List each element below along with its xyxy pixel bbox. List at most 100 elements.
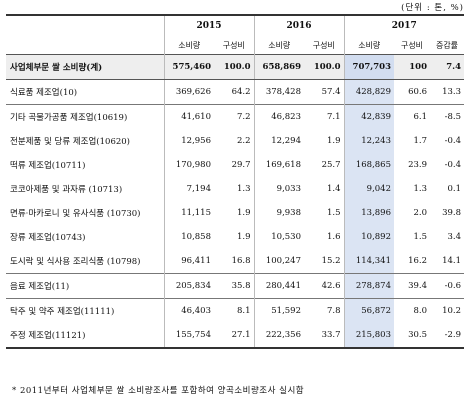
consumption-2017: 215,803 (343, 323, 394, 349)
share-2015: 1.9 (236, 232, 251, 242)
row-label: 탁주 및 약주 제조업(11111) (6, 298, 164, 323)
consumption-2016: 51,592 (253, 298, 304, 323)
table-row: 기타 곡물가공품 제조업(10619) 41,610 7.2 46,823 7.… (6, 104, 465, 129)
consumption-2015: 11,115 (163, 201, 214, 225)
share-2017: 30.5 (394, 323, 430, 349)
change-2017: 13.3 (442, 87, 462, 97)
consumption-2015: 41,610 (163, 104, 214, 129)
consumption-2017: 10,892 (343, 225, 394, 249)
share-2016: 7.8 (304, 298, 344, 323)
share-2017: 1.3 (413, 184, 427, 194)
table-row-total: 사업체부문 쌀 소비량(계) 575,460 100.0 658,869 100… (6, 54, 465, 80)
share-2016-header: 구성비 (304, 36, 344, 55)
consumption-2016: 658,869 (253, 54, 304, 80)
consumption-2017: 13,896 (343, 201, 394, 225)
consumption-2017-header: 소비량 (343, 36, 394, 55)
consumption-2017: 278,874 (343, 273, 394, 299)
share-2015: 7.2 (214, 104, 254, 129)
share-2017: 1.7 (413, 136, 427, 146)
share-2016: 1.4 (326, 184, 341, 194)
change-2017: 3.4 (447, 232, 462, 242)
change-2017: -0.6 (430, 273, 465, 299)
row-label: 음료 제조업(11) (6, 273, 164, 299)
consumption-2017: 42,839 (343, 104, 394, 129)
sub-header-row: 소비량 구성비 소비량 구성비 소비량 구성비 증감률 (6, 36, 465, 55)
year-2017-header: 2017 (343, 14, 465, 36)
unit-note: (단위 : 톤, %) (401, 3, 464, 13)
share-2015: 16.8 (231, 256, 251, 266)
share-2017: 16.2 (408, 256, 427, 266)
row-label: 면류·마카로니 및 유사식품 (10730) (10, 209, 141, 219)
share-2015-header: 구성비 (214, 36, 254, 55)
share-2015: 1.3 (236, 184, 251, 194)
consumption-2016-header: 소비량 (253, 36, 304, 55)
table-row: 식료품 제조업(10) 369,626 64.2 378,428 57.4 42… (6, 79, 464, 105)
consumption-2017: 9,042 (343, 177, 394, 201)
change-2017: -2.9 (430, 323, 465, 349)
table-row: 음료 제조업(11) 205,834 35.8 280,441 42.6 278… (6, 273, 465, 299)
rice-consumption-table: 2015 2016 2017 소비량 구성비 소비량 구성비 소비량 구성비 증… (6, 14, 465, 349)
share-2017: 39.4 (394, 273, 430, 299)
table-row: 탁주 및 약주 제조업(11111) 46,403 8.1 51,592 7.8… (6, 298, 465, 323)
share-2015: 35.8 (214, 273, 254, 299)
share-2015: 64.2 (231, 87, 251, 97)
consumption-2017: 428,829 (343, 79, 394, 105)
table-row: 주정 제조업(11121) 155,754 27.1 222,356 33.7 … (6, 323, 465, 349)
row-label: 기타 곡물가공품 제조업(10619) (6, 104, 164, 129)
share-2015: 8.1 (214, 298, 254, 323)
row-label: 장류 제조업(10743) (10, 233, 86, 243)
share-2016: 1.9 (326, 136, 341, 146)
share-2015: 29.7 (231, 160, 251, 170)
table-row: 면류·마카로니 및 유사식품 (10730) 11,115 1.9 9,938 … (6, 201, 464, 225)
consumption-2016: 222,356 (253, 323, 304, 349)
share-2017: 8.0 (394, 298, 430, 323)
consumption-2016: 100,247 (253, 249, 304, 274)
year-2016-header: 2016 (253, 14, 344, 36)
consumption-2016: 280,441 (253, 273, 304, 299)
share-2015: 100.0 (214, 54, 254, 80)
share-2016: 1.6 (326, 232, 341, 242)
year-header-row: 2015 2016 2017 (6, 14, 465, 36)
consumption-2015: 96,411 (163, 249, 214, 274)
consumption-2015: 205,834 (163, 273, 214, 299)
consumption-2017: 12,243 (343, 129, 394, 153)
change-2017: -0.4 (444, 160, 462, 170)
table-row: 떡류 제조업(10711) 170,980 29.7 169,618 25.7 … (6, 153, 464, 177)
change-2017-header: 증감률 (430, 36, 465, 55)
table-row: 코코아제품 및 과자류 (10713) 7,194 1.3 9,033 1.4 … (6, 177, 464, 201)
consumption-2015: 369,626 (163, 79, 214, 105)
consumption-2017: 707,703 (343, 54, 394, 80)
consumption-2016: 9,938 (253, 201, 304, 225)
row-label: 식료품 제조업(10) (10, 88, 78, 98)
row-label: 주정 제조업(11121) (6, 323, 164, 349)
row-label: 떡류 제조업(10711) (10, 161, 86, 171)
table-row: 장류 제조업(10743) 10,858 1.9 10,530 1.6 10,8… (6, 225, 464, 249)
share-2017: 1.5 (413, 232, 427, 242)
row-label-header (6, 14, 164, 36)
change-2017: 7.4 (430, 54, 465, 80)
consumption-2015: 7,194 (163, 177, 214, 201)
consumption-2016: 169,618 (253, 153, 304, 177)
share-2016: 100.0 (304, 54, 344, 80)
consumption-2017: 56,872 (343, 298, 394, 323)
change-2017: 39.8 (442, 208, 462, 218)
row-label: 전분제품 및 당류 제조업(10620) (10, 137, 130, 147)
change-2017: 14.1 (442, 256, 462, 266)
consumption-2015: 575,460 (163, 54, 214, 80)
share-2016: 15.2 (321, 256, 341, 266)
table-row: 도시락 및 식사용 조리식품 (10798) 96,411 16.8 100,2… (6, 249, 464, 274)
consumption-2016: 378,428 (253, 79, 304, 105)
consumption-2015: 170,980 (163, 153, 214, 177)
change-2017: 10.2 (430, 298, 465, 323)
consumption-2015: 155,754 (163, 323, 214, 349)
share-2015: 2.2 (236, 136, 251, 146)
share-2017: 6.1 (394, 104, 430, 129)
consumption-2016: 9,033 (253, 177, 304, 201)
consumption-2017: 168,865 (343, 153, 394, 177)
table-row: 전분제품 및 당류 제조업(10620) 12,956 2.2 12,294 1… (6, 129, 464, 153)
share-2016: 1.5 (326, 208, 341, 218)
consumption-2015-header: 소비량 (163, 36, 214, 55)
consumption-2016: 10,530 (253, 225, 304, 249)
row-label: 코코아제품 및 과자류 (10713) (10, 185, 123, 195)
year-2015-header: 2015 (163, 14, 254, 36)
